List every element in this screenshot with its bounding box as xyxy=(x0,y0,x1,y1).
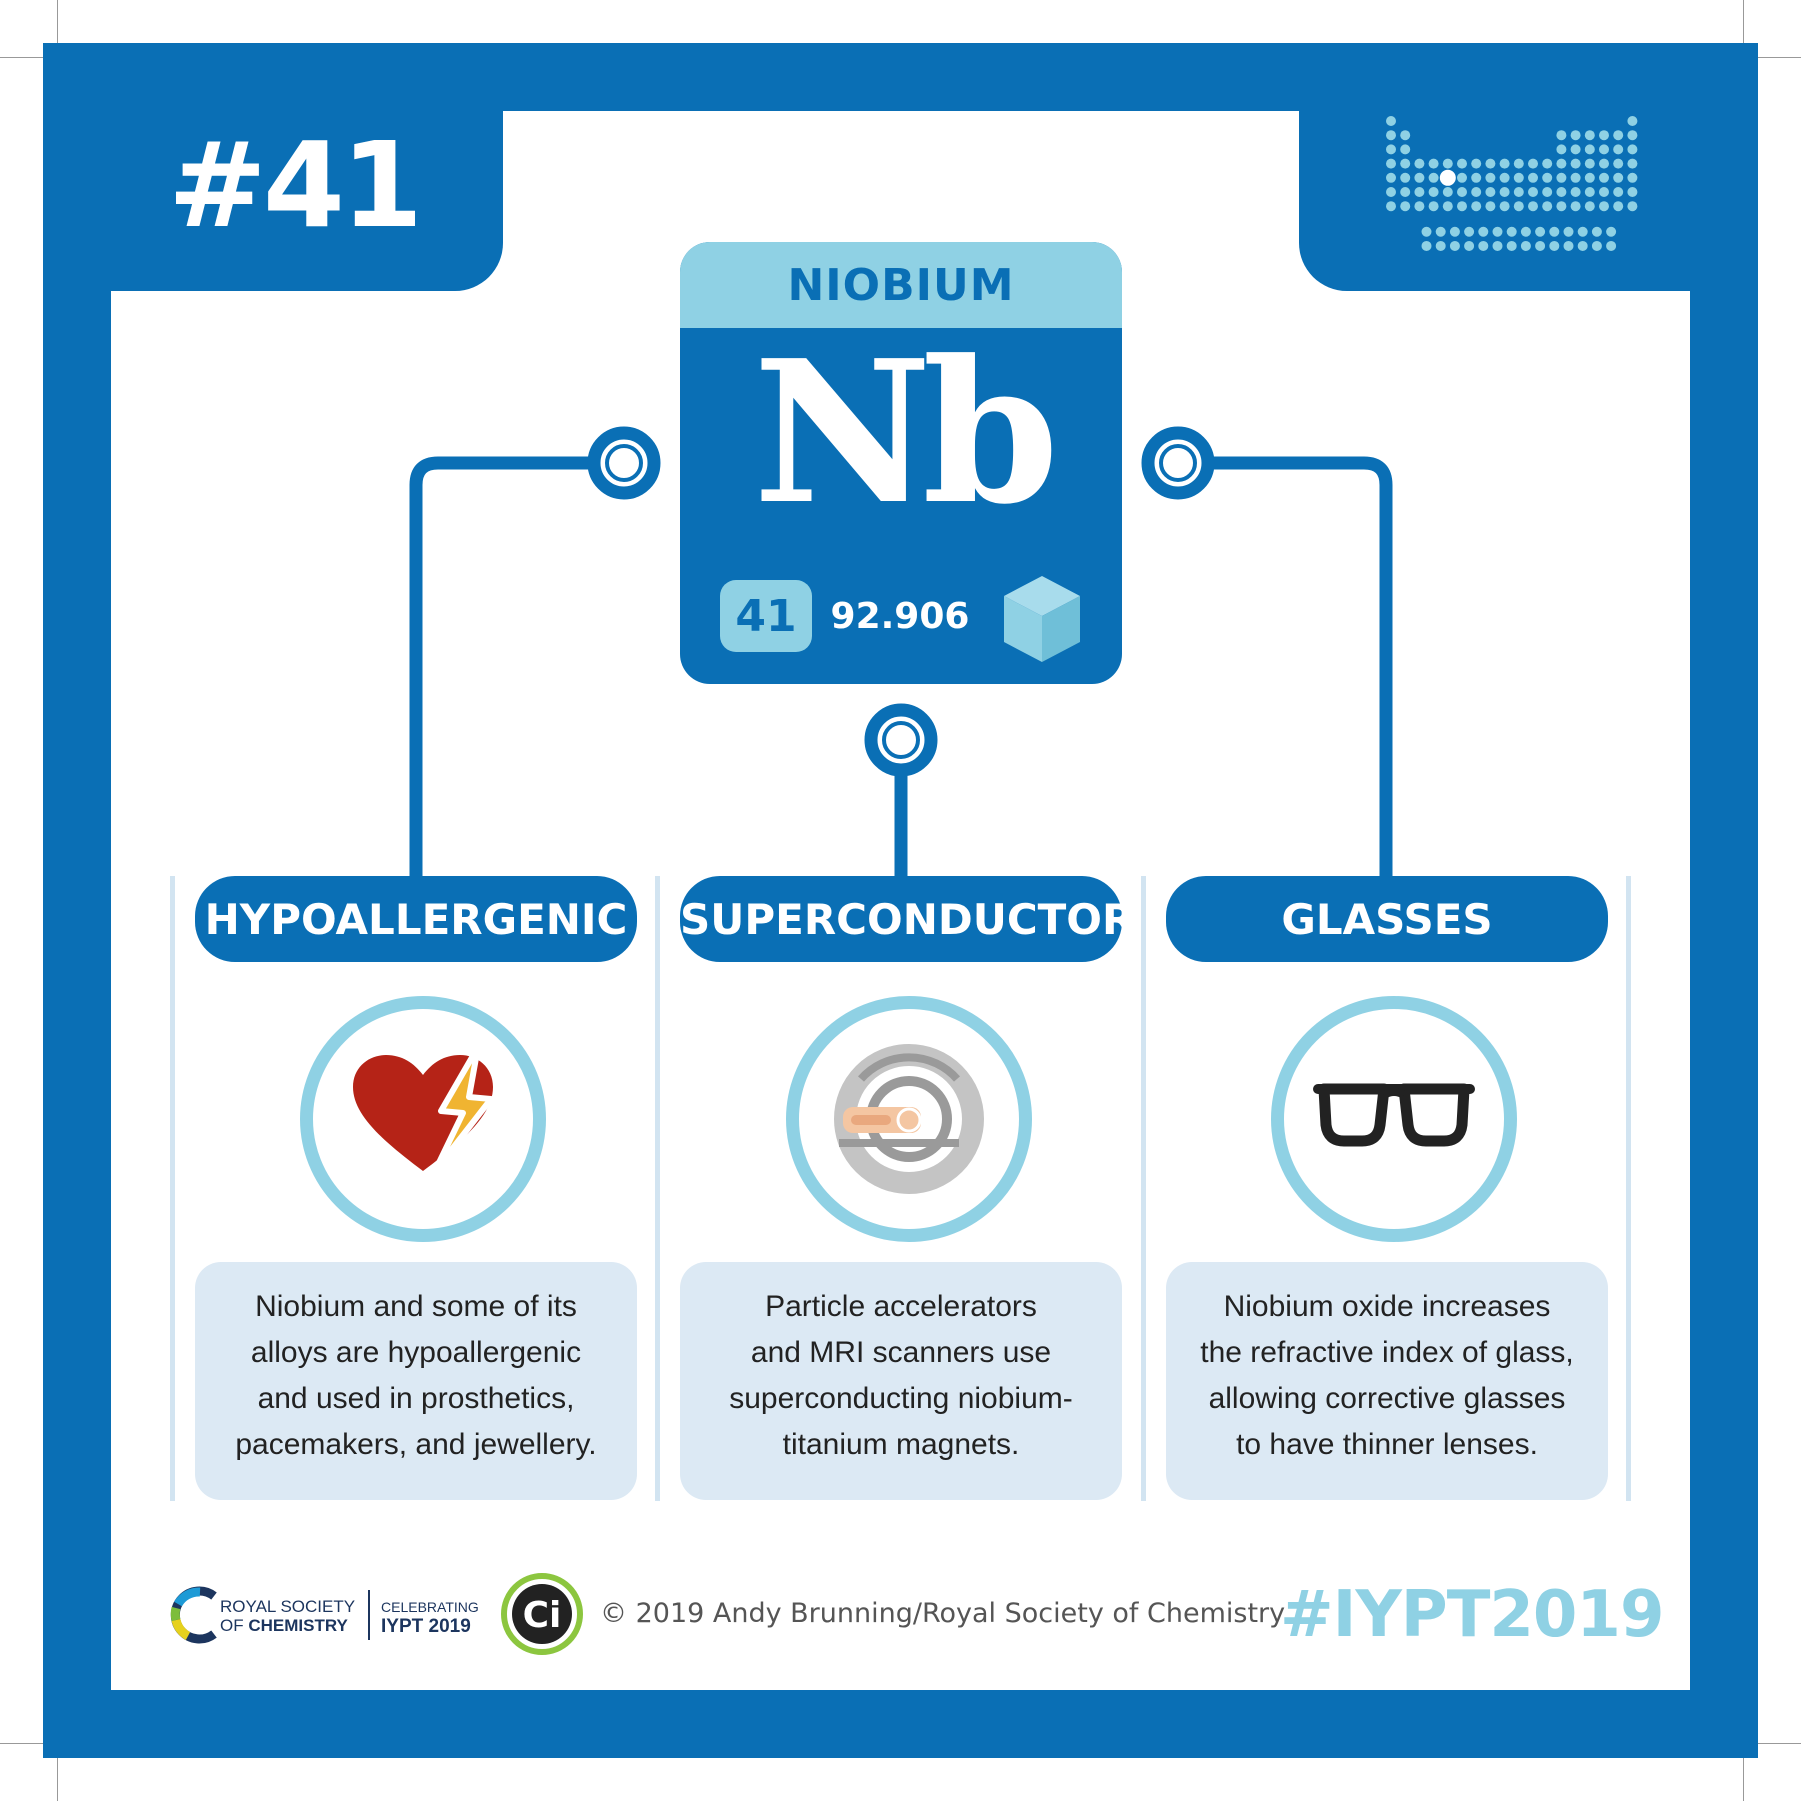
description-line: to have thinner lenses. xyxy=(1236,1428,1538,1461)
use-heading-hypoallergenic: HYPOALLERGENIC xyxy=(195,876,637,962)
element-number-badge: #41 xyxy=(168,116,423,254)
rsc-line2-bold: CHEMISTRY xyxy=(248,1616,348,1635)
description-line: alloys are hypoallergenic xyxy=(250,1336,582,1369)
rsc-logo-icon xyxy=(170,1586,217,1644)
use-description-superconductor: Particle accelerators and MRI scanners u… xyxy=(680,1262,1122,1500)
description-line: superconducting niobium- xyxy=(729,1382,1073,1415)
element-name: NIOBIUM xyxy=(680,242,1122,328)
description-line: Particle accelerators xyxy=(765,1290,1037,1323)
crop-mark xyxy=(1758,1743,1801,1744)
rsc-line2-prefix: OF xyxy=(220,1616,249,1635)
icon-circle-hypoallergenic xyxy=(300,996,546,1242)
glasses-icon xyxy=(1313,1083,1475,1147)
icon-circle-superconductor xyxy=(786,996,1032,1242)
crop-mark xyxy=(1743,1758,1744,1801)
connector-node-bottom xyxy=(864,703,938,777)
column-divider xyxy=(1626,876,1631,1501)
element-card: NIOBIUM Nb 41 92.906 xyxy=(680,242,1122,684)
rsc-line1: ROYAL SOCIETY xyxy=(220,1597,356,1616)
crop-mark xyxy=(57,1758,58,1801)
crop-mark xyxy=(57,0,58,43)
iypt-wordmark: CELEBRATING IYPT 2019 xyxy=(381,1597,479,1637)
use-heading-glasses: GLASSES xyxy=(1166,876,1608,962)
mri-scanner-icon xyxy=(834,1044,984,1194)
solid-state-cube-icon xyxy=(1004,576,1080,662)
heart-lightning-icon xyxy=(353,1044,494,1174)
column-divider xyxy=(170,876,175,1501)
icon-circle-glasses xyxy=(1271,996,1517,1242)
use-description-glasses: Niobium oxide increases the refractive i… xyxy=(1166,1262,1608,1500)
connector-node-left xyxy=(587,426,661,500)
crop-mark xyxy=(1743,0,1744,43)
description-line: allowing corrective glasses xyxy=(1208,1382,1566,1415)
description-line: and MRI scanners use xyxy=(750,1336,1052,1369)
use-description-hypoallergenic: Niobium and some of its alloys are hypoa… xyxy=(195,1262,637,1500)
ci-logo-text: Ci xyxy=(523,1595,562,1636)
use-heading-superconductor: SUPERCONDUCTOR xyxy=(680,876,1134,962)
connector-node-right xyxy=(1141,426,1215,500)
description-line: titanium magnets. xyxy=(782,1428,1020,1461)
footer-separator xyxy=(368,1590,370,1640)
chemistry-world-ci-logo: Ci xyxy=(501,1573,583,1655)
description-line: the refractive index of glass, xyxy=(1200,1336,1574,1369)
hashtag-iypt2019: #IYPT2019 xyxy=(1280,1578,1664,1652)
column-divider xyxy=(655,876,660,1501)
badge-corner xyxy=(111,111,503,291)
copyright-text: © 2019 Andy Brunning/Royal Society of Ch… xyxy=(600,1598,1286,1629)
crop-mark xyxy=(1758,57,1801,58)
description-line: pacemakers, and jewellery. xyxy=(235,1428,597,1461)
rsc-wordmark: ROYAL SOCIETY OF CHEMISTRY xyxy=(220,1597,355,1635)
atomic-mass: 92.906 xyxy=(830,596,970,637)
periodic-table-corner xyxy=(1299,111,1690,291)
crop-mark xyxy=(0,1743,43,1744)
description-line: Niobium and some of its xyxy=(255,1290,577,1323)
celebrating-label: CELEBRATING xyxy=(381,1599,479,1615)
atomic-number: 41 xyxy=(720,580,812,652)
description-line: Niobium oxide increases xyxy=(1223,1290,1551,1323)
element-symbol: Nb xyxy=(752,318,1059,548)
column-divider xyxy=(1141,876,1146,1501)
crop-mark xyxy=(0,57,43,58)
iypt-label: IYPT 2019 xyxy=(381,1616,471,1637)
description-line: and used in prosthetics, xyxy=(257,1382,575,1415)
